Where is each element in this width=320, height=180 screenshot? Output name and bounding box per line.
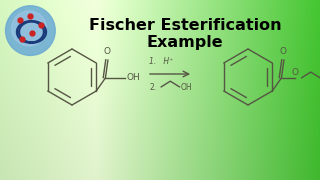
- Text: O: O: [292, 68, 299, 77]
- Text: OH: OH: [126, 73, 140, 82]
- Text: O: O: [279, 47, 286, 56]
- Text: OH: OH: [181, 82, 192, 91]
- Text: O: O: [103, 47, 110, 56]
- Text: Example: Example: [147, 35, 223, 50]
- Circle shape: [12, 11, 47, 46]
- Text: 1.   H⁺: 1. H⁺: [149, 57, 173, 66]
- Text: Fischer Esterification: Fischer Esterification: [89, 17, 281, 33]
- Circle shape: [5, 6, 55, 55]
- Text: 2.: 2.: [149, 82, 156, 91]
